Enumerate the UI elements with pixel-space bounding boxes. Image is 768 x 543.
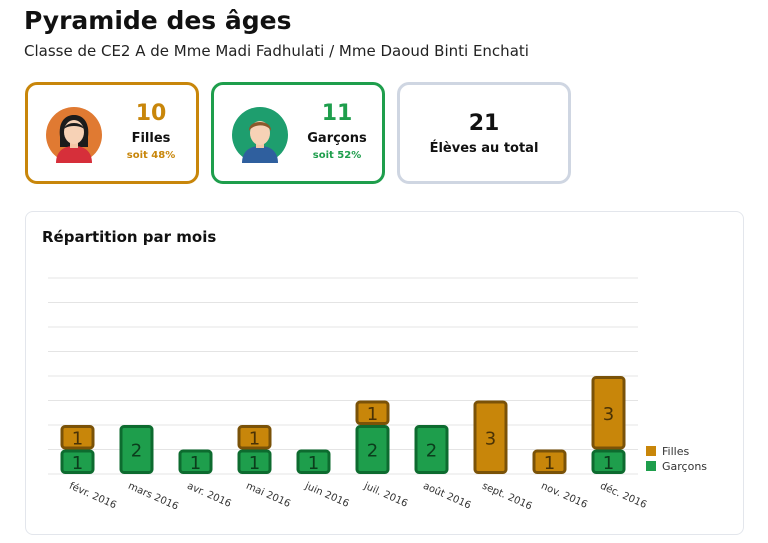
bar-garçons bbox=[178, 449, 213, 474]
bar-garçons bbox=[414, 425, 449, 474]
bar-value-label: 1 bbox=[249, 453, 260, 474]
bar-filles bbox=[355, 400, 390, 425]
bar-garçons bbox=[296, 449, 331, 474]
girls-count: 10 bbox=[135, 101, 167, 126]
legend-label-filles: Filles bbox=[662, 445, 689, 458]
legend-swatch-garçons bbox=[646, 461, 656, 471]
boys-count: 11 bbox=[321, 101, 353, 126]
chart-panel: Répartition par mois 1 1 févr. 2016 2 mars 2… bbox=[25, 211, 744, 535]
x-tick-label: févr. 2016 bbox=[67, 480, 118, 512]
bar-filles bbox=[532, 449, 567, 474]
boy-avatar-icon bbox=[232, 107, 288, 163]
bar-value-label: 2 bbox=[131, 441, 142, 462]
bar-value-label: 1 bbox=[72, 453, 83, 474]
x-tick-label: mars 2016 bbox=[126, 481, 180, 513]
bar-value-label: 3 bbox=[485, 428, 496, 449]
bar-value-label: 2 bbox=[367, 441, 378, 462]
bar-filles bbox=[60, 425, 95, 450]
x-tick-label: nov. 2016 bbox=[539, 481, 589, 511]
stacked-bar-chart: 1 1 févr. 2016 2 mars 2016 1 avr. 2016 1 1 mai 20… bbox=[48, 277, 707, 513]
bar-garçons bbox=[355, 425, 390, 474]
page-subtitle: Classe de CE2 A de Mme Madi Fadhulati / … bbox=[24, 42, 529, 60]
total-count: 21 bbox=[468, 111, 500, 136]
bar-value-label: 1 bbox=[190, 453, 201, 474]
total-label: Élèves au total bbox=[429, 141, 539, 156]
bar-garçons bbox=[60, 449, 95, 474]
girls-stat-text: 10 Filles soit 48% bbox=[112, 101, 190, 163]
page-title: Pyramide des âges bbox=[24, 6, 292, 35]
girls-stat-card: 10 Filles soit 48% bbox=[25, 82, 199, 184]
legend-label-garçons: Garçons bbox=[662, 460, 707, 473]
bar-filles bbox=[473, 400, 508, 474]
boys-stat-card: 11 Garçons soit 52% bbox=[211, 82, 385, 184]
bar-value-label: 1 bbox=[249, 428, 260, 449]
boys-label: Garçons bbox=[307, 131, 367, 146]
bar-filles bbox=[591, 376, 626, 450]
bar-filles bbox=[237, 425, 272, 450]
x-tick-label: juil. 2016 bbox=[361, 480, 409, 509]
bar-garçons bbox=[237, 449, 272, 474]
chart-title: Répartition par mois bbox=[42, 228, 217, 246]
boys-percent: soit 52% bbox=[312, 150, 362, 161]
total-stat-card: 21 Élèves au total bbox=[397, 82, 571, 184]
x-tick-label: août 2016 bbox=[421, 480, 473, 512]
bar-garçons bbox=[591, 449, 626, 474]
bar-value-label: 1 bbox=[72, 428, 83, 449]
bar-garçons bbox=[119, 425, 154, 474]
x-tick-label: sept. 2016 bbox=[480, 481, 533, 513]
bar-value-label: 1 bbox=[544, 453, 555, 474]
girls-percent: soit 48% bbox=[126, 150, 176, 161]
x-tick-label: mai 2016 bbox=[244, 481, 292, 510]
bar-value-label: 1 bbox=[367, 404, 378, 425]
girl-avatar-icon bbox=[46, 107, 102, 163]
bar-value-label: 1 bbox=[603, 453, 614, 474]
total-stat-text: 21 Élèves au total bbox=[406, 111, 562, 158]
bar-value-label: 1 bbox=[308, 453, 319, 474]
bar-value-label: 2 bbox=[426, 441, 437, 462]
girls-label: Filles bbox=[131, 131, 171, 146]
x-tick-label: déc. 2016 bbox=[598, 480, 648, 511]
x-tick-label: avr. 2016 bbox=[185, 481, 232, 510]
boys-stat-text: 11 Garçons soit 52% bbox=[298, 101, 376, 163]
x-tick-label: juin 2016 bbox=[302, 480, 350, 510]
legend-swatch-filles bbox=[646, 446, 656, 456]
bar-value-label: 3 bbox=[603, 404, 614, 425]
